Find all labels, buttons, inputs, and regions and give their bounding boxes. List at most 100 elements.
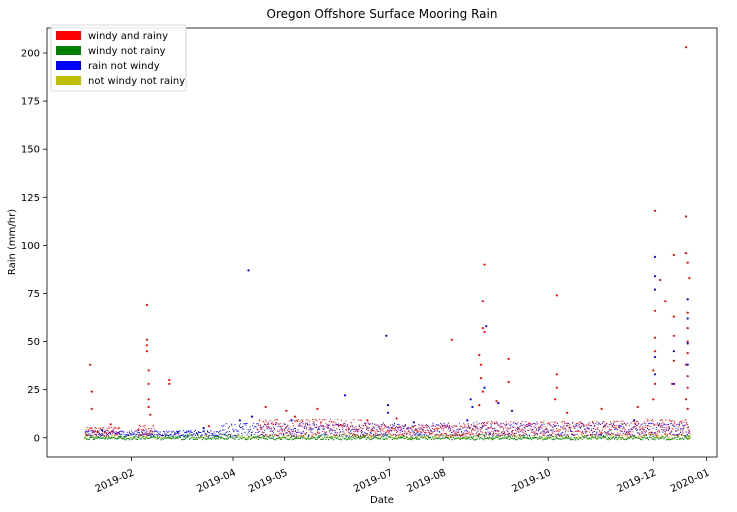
dense-point [308, 434, 310, 436]
dense-point [305, 428, 307, 430]
dense-point [538, 428, 540, 430]
dense-point [574, 426, 576, 427]
dense-point [518, 434, 520, 436]
dense-point [310, 437, 312, 439]
dense-point [547, 422, 549, 424]
dense-point [655, 434, 657, 436]
dense-point [677, 423, 679, 425]
dense-point [585, 431, 587, 433]
dense-point [623, 428, 625, 430]
dense-point [423, 427, 425, 429]
dense-point [435, 428, 437, 430]
dense-point [611, 424, 613, 426]
dense-point [531, 429, 533, 431]
y-tick-label: 100 [21, 241, 40, 252]
dense-point [502, 430, 504, 432]
dense-point [504, 435, 506, 437]
dense-point [674, 423, 676, 425]
dense-point [155, 434, 157, 436]
dense-point [339, 424, 340, 426]
dense-point [143, 438, 145, 440]
dense-point [436, 427, 438, 429]
dense-point [685, 436, 687, 438]
dense-point [377, 426, 379, 428]
data-point [168, 382, 171, 385]
dense-point [557, 434, 559, 437]
dense-point [637, 421, 638, 422]
dense-point [299, 425, 301, 427]
dense-point [149, 432, 151, 434]
dense-point [486, 429, 488, 430]
dense-point [651, 423, 653, 424]
dense-point [265, 438, 267, 440]
dense-point [554, 425, 556, 427]
dense-point [217, 438, 219, 440]
dense-point [364, 436, 366, 438]
dense-point [97, 430, 98, 432]
dense-point [487, 427, 489, 429]
dense-point [687, 427, 689, 429]
dense-point [259, 425, 261, 427]
dense-point [540, 437, 542, 439]
dense-point [424, 425, 426, 426]
dense-point [669, 426, 670, 428]
dense-point [515, 433, 517, 435]
dense-point [647, 420, 649, 422]
dense-point [449, 426, 450, 428]
dense-point [665, 429, 667, 431]
dense-point [575, 423, 577, 425]
dense-point [512, 429, 514, 431]
dense-point [412, 425, 414, 427]
dense-point [587, 423, 589, 425]
dense-point [549, 435, 551, 437]
dense-point [563, 438, 565, 440]
dense-point [556, 428, 557, 429]
dense-point [131, 438, 133, 440]
dense-point [662, 425, 664, 427]
dense-point [117, 433, 119, 435]
dense-point [145, 434, 147, 436]
dense-point [661, 419, 663, 421]
dense-point [259, 436, 261, 439]
dense-point [196, 438, 198, 440]
dense-point [600, 432, 602, 434]
dense-point [370, 433, 372, 434]
dense-point [356, 437, 358, 439]
dense-point [342, 433, 345, 436]
dense-point [363, 435, 365, 437]
dense-point [300, 437, 302, 439]
dense-point [185, 435, 187, 437]
dense-point [298, 424, 300, 426]
dense-point [611, 437, 613, 439]
dense-point [628, 437, 631, 439]
dense-point [515, 429, 516, 431]
dense-point [465, 429, 467, 431]
dense-point [604, 436, 607, 438]
dense-point [422, 429, 424, 430]
dense-point [131, 434, 133, 436]
dense-point [520, 424, 522, 426]
dense-point [233, 435, 235, 437]
dense-point [377, 431, 379, 433]
dense-point [324, 436, 326, 438]
dense-point [440, 434, 442, 436]
dense-point [678, 428, 679, 430]
dense-point [214, 434, 216, 436]
dense-point [263, 437, 265, 439]
dense-point [220, 430, 222, 432]
data-point [653, 336, 657, 339]
dense-point [381, 434, 383, 436]
dense-point [578, 424, 580, 426]
data-point [672, 253, 676, 257]
dense-point [643, 422, 645, 424]
dense-point [578, 426, 580, 428]
dense-point [88, 431, 90, 433]
dense-point [355, 434, 358, 436]
data-point [686, 363, 689, 366]
dense-point [606, 432, 608, 434]
dense-point [463, 423, 465, 425]
dense-point [94, 427, 96, 428]
dense-point [123, 433, 125, 435]
dense-point [612, 426, 614, 428]
dense-point [237, 433, 239, 435]
